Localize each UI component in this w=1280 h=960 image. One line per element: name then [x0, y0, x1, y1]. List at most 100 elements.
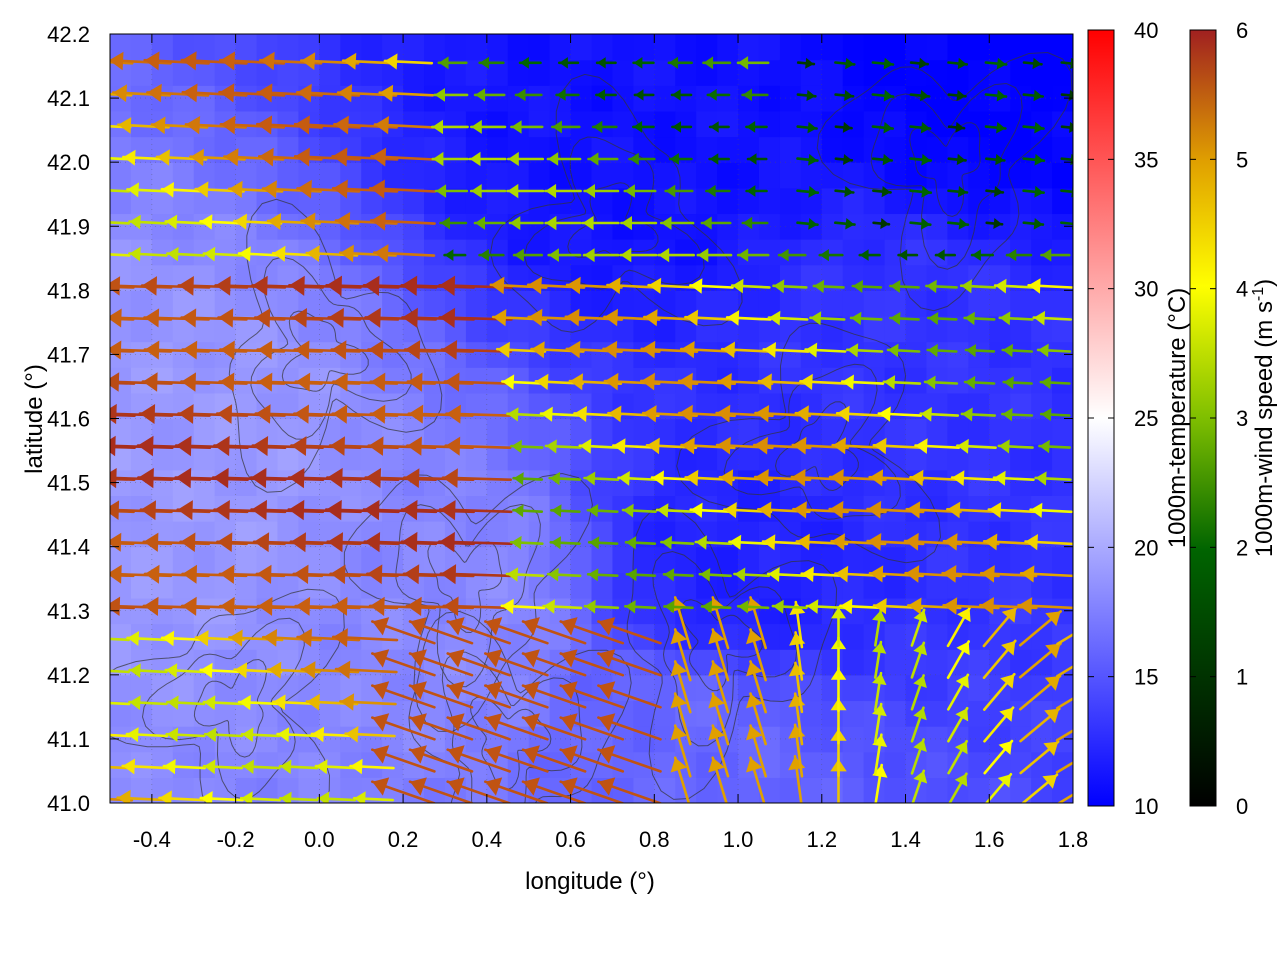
contour-line [652, 550, 798, 747]
wind-vector-head [559, 57, 568, 69]
heatmap-cell [633, 469, 655, 496]
wind-vector-head [410, 617, 427, 636]
wind-vector-head [363, 499, 380, 521]
heatmap-cell [738, 315, 760, 343]
wind-vector-head [754, 436, 768, 455]
wind-vector-head [469, 151, 481, 167]
heatmap-cell [926, 521, 948, 548]
wind-vector-head [401, 531, 418, 553]
colorbar-tick-label: 10 [1134, 794, 1158, 819]
wind-vector-head [523, 777, 540, 796]
heatmap-cell [151, 469, 174, 496]
heatmap-cell [382, 392, 404, 420]
wind-vector-head [763, 534, 776, 551]
wind-vector-shaft [1055, 697, 1073, 710]
wind-vector-head [297, 628, 312, 647]
heatmap-cell [424, 213, 446, 240]
heatmap-cell [130, 213, 153, 240]
wind-vector-head [872, 704, 887, 717]
heatmap-cell [633, 444, 655, 471]
wind-vector-head [588, 152, 599, 166]
wind-vector-head [501, 598, 514, 615]
wind-vector-head [110, 403, 117, 425]
wind-vector-shaft [110, 765, 133, 770]
heatmap-cell [570, 59, 593, 86]
heatmap-cell [361, 34, 383, 61]
heatmap-cell [654, 674, 676, 702]
heatmap-cell [549, 546, 572, 573]
heatmap-cell [528, 469, 551, 496]
heatmap-cell [591, 444, 614, 471]
wind-vector-head [548, 248, 559, 262]
wind-vector-head [1035, 471, 1047, 486]
heatmap-cell [277, 623, 300, 650]
heatmap-cell [486, 239, 509, 266]
heatmap-cell [1052, 239, 1073, 266]
heatmap-cell [151, 392, 174, 420]
heatmap-cell [340, 674, 362, 702]
heatmap-cell [884, 290, 907, 317]
wind-vector-head [280, 759, 292, 774]
heatmap-cell [612, 495, 634, 522]
wind-vector-head [746, 725, 763, 741]
wind-vector-head [603, 340, 618, 359]
wind-vector-head [551, 504, 562, 518]
colorbar-tick-label: 5 [1236, 147, 1248, 172]
wind-vector-head [379, 84, 394, 102]
y-tick-label: 41.3 [47, 599, 90, 624]
wind-vector-head [702, 600, 713, 614]
wind-vector-head [584, 184, 595, 198]
wind-vector-head [219, 372, 235, 392]
wind-vector-head [215, 275, 231, 296]
heatmap-cell [444, 444, 467, 471]
heatmap-cell [758, 239, 781, 266]
wind-vector-head [523, 713, 540, 732]
heatmap-cell [570, 649, 593, 676]
wind-vector-head [746, 121, 756, 133]
heatmap-cell [1010, 264, 1032, 291]
heatmap-cell [758, 290, 781, 317]
wind-vector-head [165, 214, 178, 230]
wind-vector-head [890, 311, 901, 325]
heatmap-cell [779, 264, 802, 291]
axis-ticks: -0.4 -0.2 0.0 0.2 0.4 0.6 0.8 1.0 1.2 1.4 1.6 1.8 41… [47, 22, 1088, 852]
heatmap-cell [738, 777, 760, 803]
heatmap-cell [1052, 290, 1073, 317]
wind-vector-head [746, 629, 763, 645]
wind-vector-head [872, 673, 887, 686]
heatmap-cell [633, 572, 655, 599]
heatmap-cell [465, 572, 488, 599]
wind-vector-head [92, 631, 103, 646]
heatmap-cell [549, 290, 572, 317]
heatmap-cell [465, 495, 488, 522]
wind-vector-head [589, 536, 600, 550]
heatmap-cell [821, 341, 844, 368]
wind-vector-head [955, 708, 969, 722]
heatmap-cell [214, 444, 237, 471]
heatmap-cell [235, 290, 258, 317]
heatmap-cell [403, 136, 425, 163]
heatmap-cell [654, 315, 676, 343]
wind-vector-head [365, 307, 381, 328]
heatmap-cell [612, 623, 634, 650]
heatmap-cell [403, 85, 425, 112]
wind-vector-head [587, 504, 599, 518]
y-tick-label: 41.1 [47, 727, 90, 752]
wind-vector-head [368, 340, 384, 360]
heatmap-cell [884, 187, 907, 215]
wind-vector-head [598, 777, 616, 796]
heatmap-cell [591, 239, 614, 266]
heatmap-cell [821, 546, 844, 573]
heatmap-cell [528, 162, 551, 189]
wind-vector-head [531, 341, 545, 359]
heatmap-cell [570, 85, 593, 112]
wind-vector-head [993, 218, 1003, 229]
heatmap-cell [842, 239, 865, 266]
wind-vector-head [1033, 310, 1046, 326]
heatmap-cell [277, 187, 300, 215]
heatmap-cell [1031, 546, 1053, 573]
heatmap-cell [800, 239, 823, 266]
heatmap-cell [172, 572, 195, 599]
heatmap-cell [717, 777, 739, 803]
wind-vector-head [808, 185, 818, 198]
